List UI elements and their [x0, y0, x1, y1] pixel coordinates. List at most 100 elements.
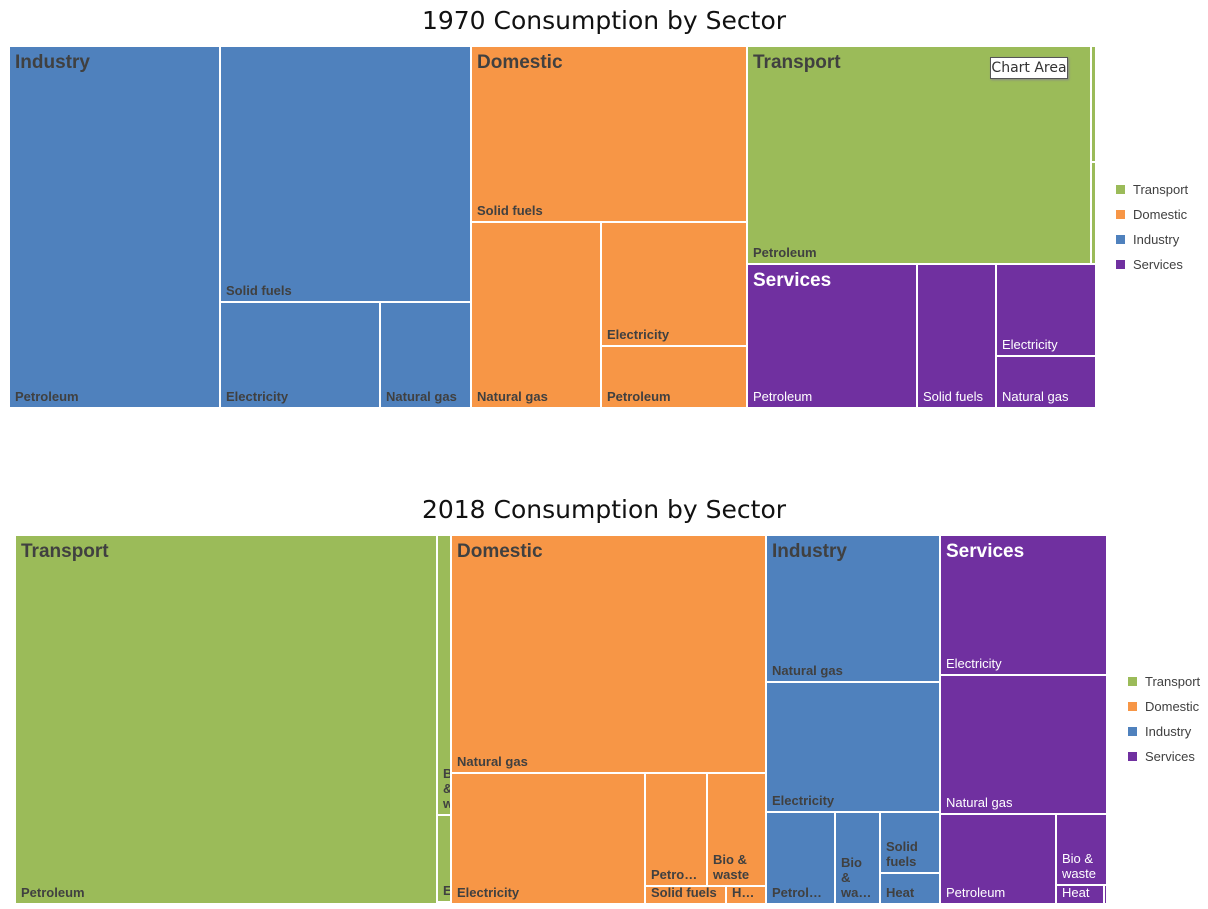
treemap-cell-industry-electricity[interactable]: Electricity — [220, 302, 380, 408]
treemap-cell-transport-e[interactable]: E… — [437, 815, 451, 902]
cell-label: Electricity — [226, 389, 289, 404]
treemap-cell-services-heat[interactable]: Heat — [1056, 885, 1104, 904]
sector-label-transport: Transport — [21, 541, 109, 562]
treemap-cell-services-natural-gas[interactable]: Natural gas — [996, 356, 1096, 408]
legend-item-domestic[interactable]: Domestic — [1128, 694, 1200, 719]
treemap-cell-services-electricity[interactable]: Electricity — [996, 264, 1096, 356]
cell-label: Solid fuels — [651, 886, 717, 900]
treemap-cell-services-solid-fuels[interactable]: Solid fuels — [917, 264, 996, 408]
sector-label-services: Services — [946, 541, 1025, 562]
treemap-cell-transport-b-w[interactable]: B… &… w… — [437, 535, 451, 815]
legend-item-transport[interactable]: Transport — [1128, 669, 1200, 694]
treemap-cell-transport-petroleum[interactable]: Petroleum — [15, 535, 437, 904]
cell-label: Petroleum — [21, 885, 85, 900]
cell-label: E… — [443, 883, 451, 898]
legend-swatch — [1116, 185, 1125, 194]
cell-label: Heat — [1062, 885, 1090, 900]
cell-label: Natural gas — [1002, 389, 1069, 404]
cell-label: Petro… — [651, 867, 698, 882]
cell-label: Petroleum — [15, 389, 79, 404]
legend-label: Services — [1145, 749, 1195, 764]
cell-label: Bio & wa… — [841, 855, 872, 900]
cell-label: Petroleum — [753, 245, 817, 260]
cell-label: Natural gas — [386, 389, 457, 404]
cell-label: Electricity — [607, 327, 670, 342]
treemap-cell-services-natural-gas[interactable]: Natural gas — [940, 675, 1107, 814]
treemap-cell-transport-unlabeled[interactable] — [437, 902, 451, 904]
cell-label: Natural gas — [946, 795, 1013, 810]
legend-item-industry[interactable]: Industry — [1128, 719, 1200, 744]
cell-label: Electricity — [1002, 337, 1058, 352]
legend-item-transport[interactable]: Transport — [1116, 177, 1188, 202]
cell-label: Bio & waste — [713, 852, 750, 882]
cell-label: Heat — [886, 885, 915, 900]
cell-label: Natural gas — [772, 663, 843, 678]
legend-item-services[interactable]: Services — [1116, 252, 1188, 277]
cell-label: Electricity — [946, 656, 1002, 671]
treemap-cell-domestic-natural-gas[interactable]: Natural gas — [471, 222, 601, 408]
treemap-cell-domestic-electricity[interactable]: Electricity — [451, 773, 645, 904]
treemap-cell-industry-heat[interactable]: Heat — [880, 873, 940, 904]
treemap-cell-domestic-natural-gas[interactable]: Natural gas — [451, 535, 766, 773]
legend-label: Services — [1133, 257, 1183, 272]
sector-label-transport: Transport — [753, 52, 841, 73]
sector-label-industry: Industry — [15, 52, 90, 73]
treemap-cell-industry-petroleum[interactable]: Petroleum — [9, 46, 220, 408]
cell-label: Natural gas — [477, 389, 548, 404]
treemap-cell-industry-electricity[interactable]: Electricity — [766, 682, 940, 812]
cell-label: Petroleum — [946, 885, 1006, 900]
legend-label: Transport — [1133, 182, 1189, 197]
treemap-cell-domestic-electricity[interactable]: Electricity — [601, 222, 747, 346]
legend-1970: Transport Domestic Industry Services — [1116, 177, 1188, 277]
cell-label: Solid fuels — [923, 389, 983, 404]
cell-label: B… &… w… — [443, 766, 450, 811]
chart-title-1970: 1970 Consumption by Sector — [421, 6, 787, 35]
chart-area-tooltip: Chart Area — [990, 57, 1068, 79]
sector-label-industry: Industry — [772, 541, 847, 562]
treemap-cell-services-electricity[interactable]: Electricity — [940, 535, 1107, 675]
legend-swatch — [1116, 260, 1125, 269]
treemap-cell-industry-solid-fuels[interactable]: Solid fuels — [220, 46, 471, 302]
treemap-cell-domestic-bio-waste[interactable]: Bio & waste — [707, 773, 766, 886]
treemap-cell-industry-natural-gas[interactable]: Natural gas — [766, 535, 940, 682]
treemap-cell-industry-solid-fuels[interactable]: Solid fuels — [880, 812, 940, 873]
treemap-cell-industry-petrol[interactable]: Petrol… — [766, 812, 835, 904]
legend-label: Domestic — [1133, 207, 1188, 222]
cell-label: Petroleum — [607, 389, 671, 404]
treemap-cell-services-bio-waste[interactable]: Bio & waste — [1056, 814, 1107, 885]
sector-label-services: Services — [753, 270, 832, 291]
legend-item-industry[interactable]: Industry — [1116, 227, 1188, 252]
cell-label: Solid fuels — [226, 283, 292, 298]
treemap-cell-transport-unlabeled[interactable] — [1091, 46, 1096, 162]
treemap-cell-services-petroleum[interactable]: Petroleum — [747, 264, 917, 408]
legend-label: Transport — [1145, 674, 1201, 689]
legend-label: Industry — [1145, 724, 1192, 739]
treemap-cell-domestic-solid-fuels[interactable]: Solid fuels — [471, 46, 747, 222]
treemap-cell-industry-bio-wa[interactable]: Bio & wa… — [835, 812, 880, 904]
cell-label: Bio & waste — [1062, 851, 1096, 881]
treemap-cell-transport-unlabeled[interactable] — [1091, 162, 1096, 264]
legend-swatch — [1116, 235, 1125, 244]
legend-swatch — [1128, 727, 1137, 736]
treemap-cell-services-petroleum[interactable]: Petroleum — [940, 814, 1056, 904]
legend-label: Domestic — [1145, 699, 1200, 714]
legend-item-domestic[interactable]: Domestic — [1116, 202, 1188, 227]
legend-item-services[interactable]: Services — [1128, 744, 1200, 769]
treemap-cell-domestic-petroleum[interactable]: Petroleum — [601, 346, 747, 408]
treemap-cell-industry-natural-gas[interactable]: Natural gas — [380, 302, 471, 408]
treemap-cell-services-unlabeled[interactable] — [1104, 885, 1107, 904]
legend-swatch — [1128, 677, 1137, 686]
cell-label: Petrol… — [772, 885, 822, 900]
treemap-cell-transport-petroleum[interactable]: Petroleum — [747, 46, 1091, 264]
treemap-cell-domestic-h[interactable]: H… — [726, 886, 766, 904]
legend-swatch — [1116, 210, 1125, 219]
legend-swatch — [1128, 752, 1137, 761]
cell-label: H… — [732, 886, 755, 900]
treemap-cell-domestic-petro[interactable]: Petro… — [645, 773, 707, 886]
cell-label: Electricity — [772, 793, 835, 808]
cell-label: Natural gas — [457, 754, 528, 769]
treemap-cell-domestic-solid-fuels[interactable]: Solid fuels — [645, 886, 726, 904]
cell-label: Electricity — [457, 885, 520, 900]
legend-swatch — [1128, 702, 1137, 711]
sector-label-domestic: Domestic — [457, 541, 543, 562]
